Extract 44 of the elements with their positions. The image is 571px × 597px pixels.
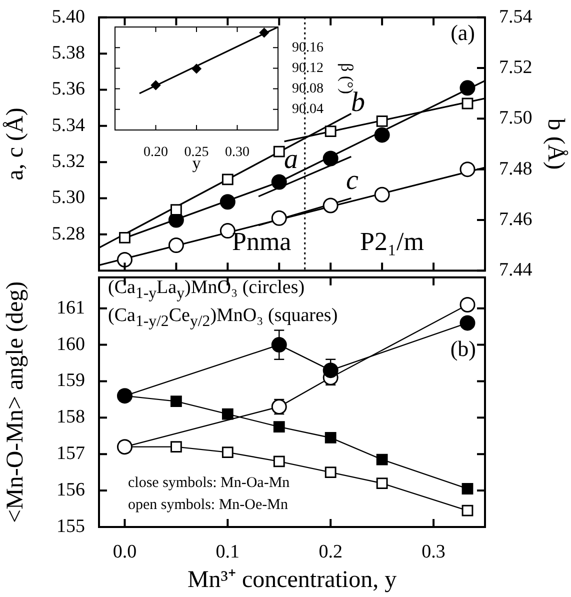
y2-tick-label: 7.44 [499, 260, 533, 281]
y-tick-label: 157 [56, 443, 85, 464]
y2-tick-label: 7.46 [499, 208, 532, 230]
y2-tick-label: 90.08 [292, 81, 324, 96]
y2-tick-label: 7.50 [499, 108, 532, 129]
y-tick-label: 5.38 [52, 42, 85, 64]
y-tick-label: 5.36 [52, 78, 85, 100]
annotation: open symbols: Mn-Oe-Mn [128, 496, 288, 514]
annotation: (b) [450, 336, 476, 362]
annotation: a [284, 143, 298, 177]
annotation: (Ca$_{1-y}$La$_{y}$)MnO₃ (circles) [108, 277, 305, 304]
x-tick-label: 0.20 [144, 145, 168, 160]
x-tick-label: 0.1 [216, 541, 240, 562]
y-tick-label: 161 [56, 297, 85, 318]
y-tick-label: 156 [56, 480, 85, 501]
y-tick-label: 158 [56, 406, 85, 428]
annotation: (Ca$_{1-y/2}$Ce$_{y/2}$)MnO₃ (squares) [108, 305, 338, 332]
y-tick-label: 5.32 [52, 151, 85, 172]
annotation: c [346, 164, 358, 198]
y2-tick-label: 90.12 [292, 60, 324, 76]
y2-tick-label: 90.16 [292, 40, 324, 56]
y-tick-label: 5.28 [52, 223, 85, 244]
y-tick-label: 155 [56, 516, 85, 537]
y2-axis-title: b (Å) [542, 118, 568, 170]
x-axis-title: Mn³⁺ concentration, y [187, 566, 397, 593]
annotation: close symbols: Mn-Oa-Mn [128, 474, 290, 492]
annotation: P2₁/m [360, 226, 424, 258]
y-tick-label: 5.34 [52, 114, 86, 136]
x-tick-label: 0.3 [422, 541, 446, 562]
y2-tick-label: 7.54 [499, 6, 533, 28]
y-axis-title: <Mn-O-Mn> angle (deg) [2, 281, 29, 524]
y-axis-title: a, c (Å) [2, 108, 29, 180]
y-tick-label: 159 [56, 370, 85, 392]
y2-tick-label: 7.48 [499, 158, 532, 180]
x-tick-label: 0.0 [112, 541, 137, 562]
y2-tick-label: 7.52 [499, 57, 532, 78]
y2-tick-label: 90.04 [292, 102, 324, 118]
y-tick-label: 5.40 [52, 6, 85, 28]
x-tick-label: 0.2 [318, 541, 342, 562]
x-tick-label: 0.30 [225, 145, 250, 160]
y-tick-label: 160 [56, 334, 85, 355]
annotation: Pnma [232, 226, 292, 258]
annotation: (a) [450, 20, 475, 46]
y-tick-label: 5.30 [52, 187, 85, 208]
